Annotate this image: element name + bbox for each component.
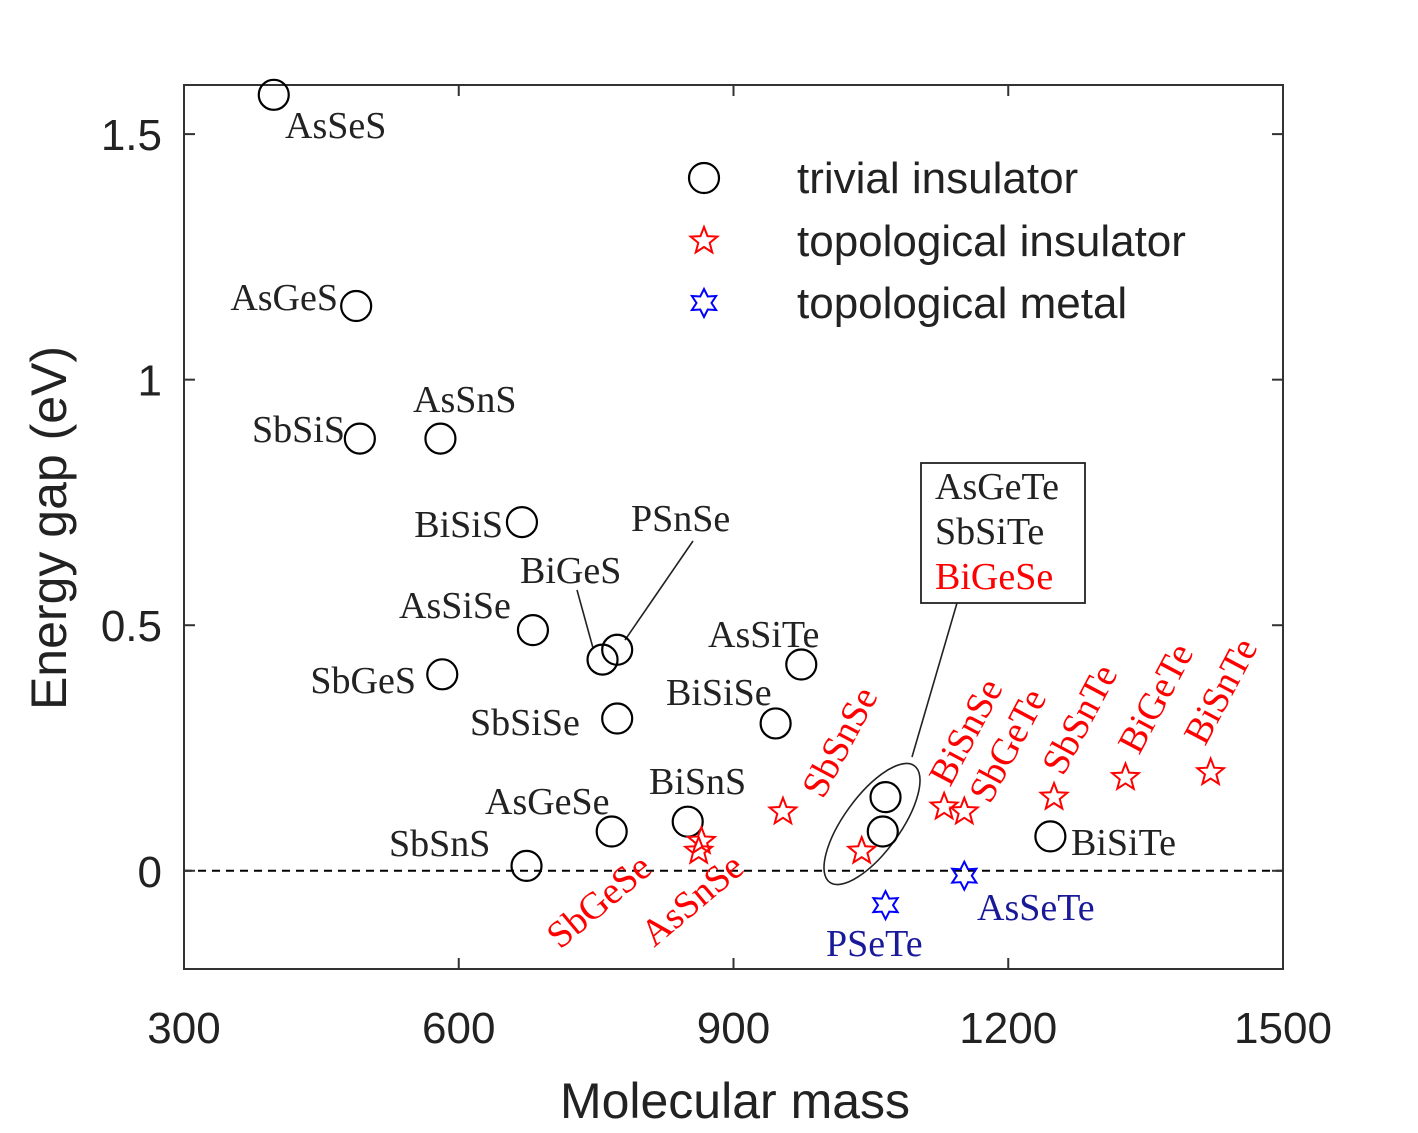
x-tick-label: 1200 — [959, 1004, 1057, 1053]
marker-sbsise — [601, 702, 634, 735]
marker-sbsns — [510, 849, 543, 882]
marker-bisns — [671, 805, 704, 838]
marker-sbsite — [866, 815, 899, 848]
marker-sbgete — [948, 795, 981, 826]
point-label-sbgese: SbGeSe — [539, 846, 660, 957]
marker-asges — [340, 289, 373, 323]
point-label-sbsis: SbSiS — [252, 409, 345, 451]
annotation-box — [920, 462, 1086, 604]
y-axis-title: Energy gap (eV) — [21, 346, 77, 710]
marker-sbsis — [343, 422, 376, 455]
point-label-bisnte: BiSnTe — [1176, 631, 1266, 751]
leader-line-psnse — [624, 540, 694, 641]
point-label-bisis: BiSiS — [414, 504, 503, 546]
point-label-sbsnte: SbSnTe — [1034, 658, 1126, 782]
point-label-asges: AsGeS — [230, 277, 338, 319]
x-axis-title: Molecular mass — [560, 1073, 910, 1129]
marker-bisise — [759, 707, 792, 740]
point-label-sbsnse: SbSnSe — [794, 680, 887, 804]
point-label-psete: PSeTe — [826, 923, 923, 965]
marker-bisis — [505, 505, 539, 539]
point-label-assete: AsSeTe — [977, 887, 1095, 929]
point-label-sbsise: SbSiSe — [470, 702, 580, 744]
legend-label-topological-metal: topological metal — [797, 279, 1127, 328]
annotation-label-asgete: AsGeTe — [935, 466, 1059, 508]
marker-bisite — [1034, 820, 1067, 853]
marker-bigese — [845, 834, 878, 865]
leader-line-cluster — [911, 602, 958, 758]
marker-psnse — [601, 633, 634, 666]
leader-line-bigeS — [576, 589, 594, 649]
marker-sbgese — [685, 824, 718, 855]
x-tick-label: 1500 — [1234, 1004, 1332, 1053]
marker-psete — [871, 888, 900, 922]
y-tick-label: 1 — [138, 357, 162, 406]
point-label-sbsns: SbSnS — [389, 823, 490, 865]
point-label-sbges: SbGeS — [310, 660, 416, 702]
point-label-bigete: BiGeTe — [1110, 637, 1202, 761]
marker-sbsnse — [766, 795, 799, 826]
point-label-bisise: BiSiSe — [666, 672, 772, 714]
marker-bisnse — [928, 790, 961, 821]
point-label-bisns: BiSnS — [649, 761, 746, 803]
marker-assete — [950, 859, 979, 892]
point-label-assite: AsSiTe — [708, 614, 819, 656]
point-label-psnse: PSnSe — [631, 498, 730, 540]
point-label-assns: AsSnS — [413, 379, 517, 421]
x-tick-label: 300 — [147, 1004, 220, 1053]
point-label-assise: AsSiSe — [399, 585, 511, 627]
point-label-bisite: BiSiTe — [1071, 822, 1176, 864]
marker-sbsnte — [1038, 780, 1071, 811]
y-tick-label: 0 — [138, 848, 162, 897]
marker-asses — [257, 78, 290, 111]
marker-sbges — [426, 658, 459, 691]
annotation-label-bigese: BiGeSe — [935, 556, 1053, 598]
marker-assns — [424, 422, 457, 455]
legend-label-topological-insulator: topological insulator — [797, 217, 1186, 266]
marker-assnse — [682, 834, 715, 865]
marker-assise — [516, 614, 550, 647]
marker-bigete — [1109, 760, 1142, 792]
marker-asgete — [869, 781, 902, 814]
marker-asgese — [595, 815, 628, 848]
x-tick-label: 900 — [697, 1004, 770, 1053]
y-tick-label: 0.5 — [101, 602, 162, 651]
y-tick-label: 1.5 — [101, 111, 162, 160]
marker-bisnte — [1194, 755, 1227, 787]
annotation-label-sbsite: SbSiTe — [935, 511, 1044, 553]
marker-assite — [785, 648, 818, 681]
legend-marker-star6 — [689, 286, 719, 320]
legend-label-trivial-insulator: trivial insulator — [797, 154, 1078, 203]
legend-marker-circle — [687, 161, 721, 195]
point-label-biges: BiGeS — [520, 550, 621, 592]
x-tick-label: 600 — [422, 1004, 495, 1053]
point-label-asgese: AsGeSe — [485, 781, 610, 823]
legend-marker-star — [688, 224, 720, 255]
point-label-asses: AsSeS — [285, 105, 386, 147]
